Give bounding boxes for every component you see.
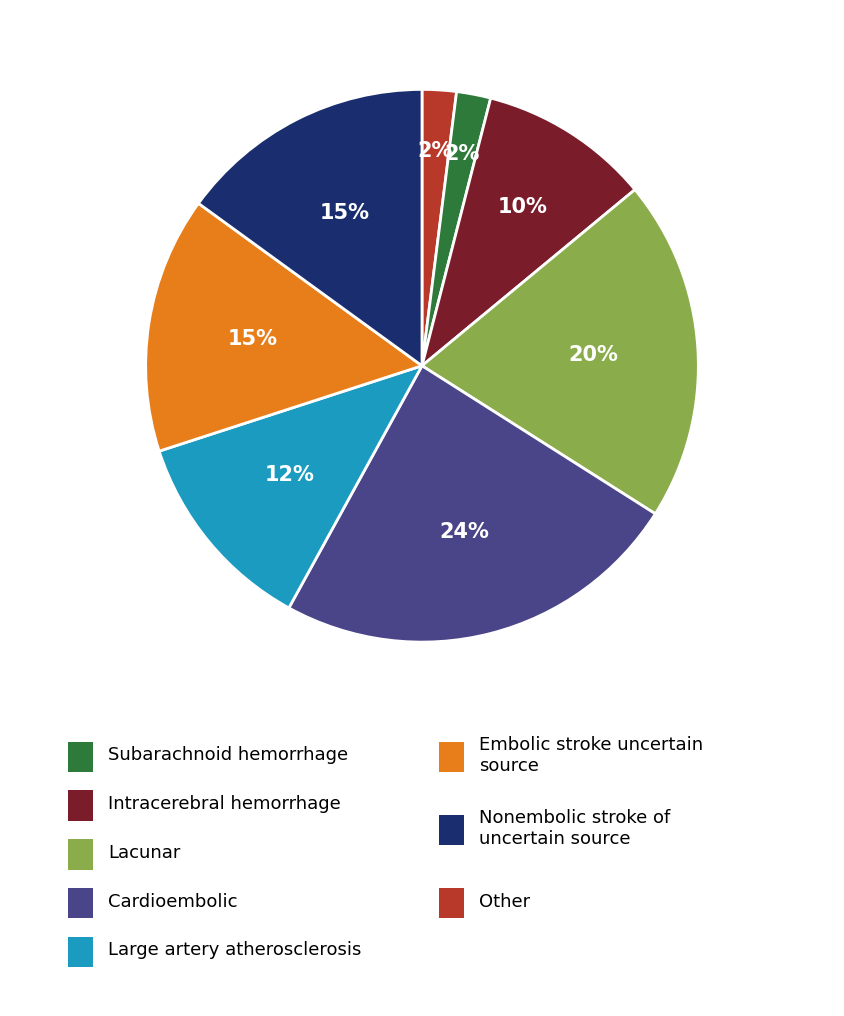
- Text: 12%: 12%: [265, 465, 315, 485]
- Text: Nonembolic stroke of
uncertain source: Nonembolic stroke of uncertain source: [479, 809, 671, 848]
- Text: Lacunar: Lacunar: [108, 844, 181, 862]
- Wedge shape: [160, 366, 422, 608]
- Text: Intracerebral hemorrhage: Intracerebral hemorrhage: [108, 796, 341, 813]
- Wedge shape: [422, 91, 490, 366]
- Text: 2%: 2%: [445, 144, 480, 164]
- Text: 20%: 20%: [568, 345, 618, 365]
- Wedge shape: [146, 203, 422, 451]
- Text: Large artery atherosclerosis: Large artery atherosclerosis: [108, 942, 361, 959]
- Text: 15%: 15%: [319, 203, 369, 224]
- Text: Subarachnoid hemorrhage: Subarachnoid hemorrhage: [108, 747, 349, 764]
- Text: 2%: 2%: [418, 140, 453, 161]
- Text: 15%: 15%: [228, 329, 278, 348]
- Wedge shape: [422, 99, 635, 366]
- Wedge shape: [198, 89, 422, 366]
- Text: Other: Other: [479, 893, 531, 910]
- Wedge shape: [422, 89, 457, 366]
- Text: 10%: 10%: [498, 197, 548, 217]
- Text: Embolic stroke uncertain
source: Embolic stroke uncertain source: [479, 736, 704, 775]
- Text: Cardioembolic: Cardioembolic: [108, 893, 237, 910]
- Text: 24%: 24%: [440, 521, 490, 542]
- Wedge shape: [422, 190, 698, 514]
- Wedge shape: [289, 366, 655, 642]
